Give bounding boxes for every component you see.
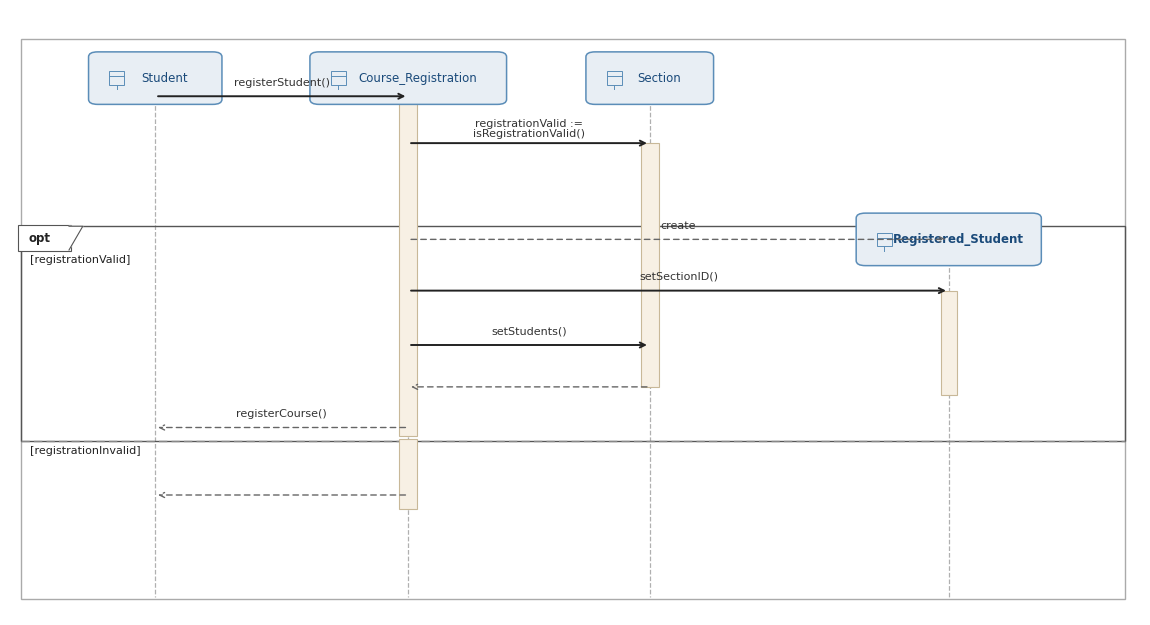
FancyBboxPatch shape [89,52,222,104]
Polygon shape [69,226,83,250]
Text: registerCourse(): registerCourse() [237,409,327,419]
Text: [registrationInvalid]: [registrationInvalid] [30,446,140,456]
Bar [877,232,892,246]
Bar [641,143,659,387]
Bar [607,71,622,85]
Text: create: create [661,221,696,231]
Text: [registrationValid]: [registrationValid] [30,255,130,265]
Text: isRegistrationValid(): isRegistrationValid() [473,129,585,139]
Text: registerStudent(): registerStudent() [233,78,330,88]
Bar [331,71,345,85]
Bar [21,39,1125,599]
Text: opt: opt [29,232,51,244]
Bar [399,439,417,509]
Text: setSectionID(): setSectionID() [639,272,718,282]
Bar [109,71,124,85]
FancyBboxPatch shape [18,225,71,251]
Text: Section: Section [637,72,681,84]
Text: Course_Registration: Course_Registration [358,72,477,84]
Text: registrationValid :=: registrationValid := [475,119,583,129]
Text: setStudents(): setStudents() [491,326,567,336]
Bar [399,96,417,436]
FancyBboxPatch shape [309,52,506,104]
FancyBboxPatch shape [856,213,1042,266]
Bar [21,226,1125,441]
Bar [941,291,957,395]
Text: Student: Student [141,72,187,84]
FancyBboxPatch shape [585,52,713,104]
Text: Registered_Student: Registered_Student [892,233,1024,246]
